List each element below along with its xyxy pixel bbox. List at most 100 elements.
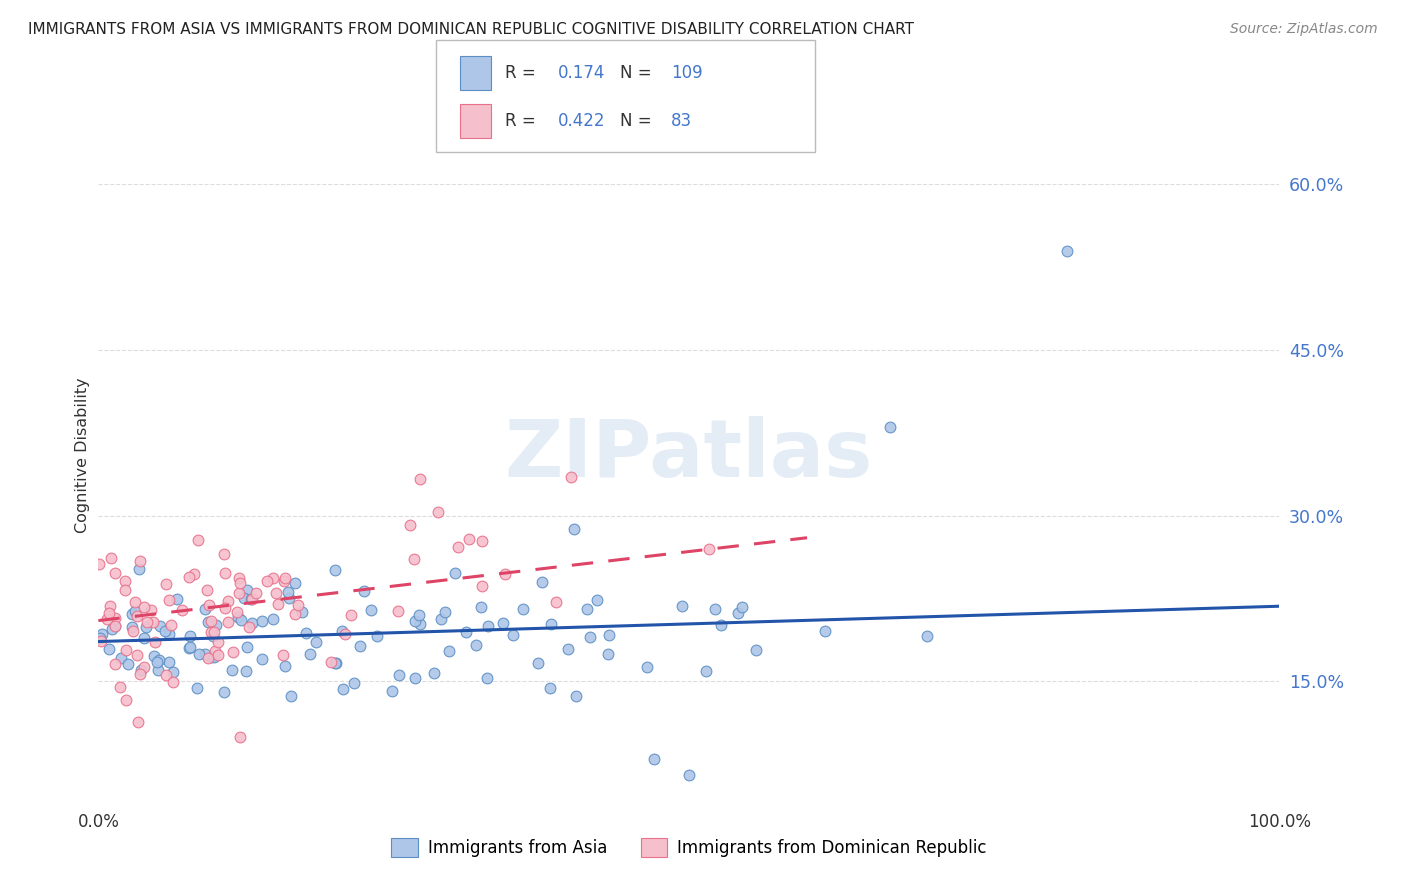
Point: [228, 571, 250, 585]
Point: [598, 628, 620, 642]
Point: [562, 522, 585, 536]
Point: [745, 643, 768, 657]
Point: [100, 622, 122, 636]
Point: [349, 639, 371, 653]
Point: [97, 641, 120, 656]
Point: [381, 683, 404, 698]
Point: [104, 619, 127, 633]
Point: [197, 582, 219, 597]
Point: [731, 599, 754, 614]
Point: [157, 655, 180, 669]
Point: [229, 730, 252, 744]
Point: [295, 625, 318, 640]
Point: [121, 607, 143, 622]
Point: [332, 681, 354, 696]
Point: [183, 566, 205, 581]
Point: [89, 631, 111, 645]
Point: [457, 532, 479, 546]
Point: [339, 607, 361, 622]
Point: [162, 675, 184, 690]
Point: [179, 640, 201, 654]
Point: [333, 627, 356, 641]
Point: [212, 548, 235, 562]
Point: [471, 579, 494, 593]
Point: [104, 657, 127, 671]
Point: [273, 648, 295, 662]
Point: [148, 652, 170, 666]
Point: [262, 571, 284, 585]
Point: [704, 602, 727, 616]
Point: [200, 650, 222, 665]
Point: [814, 624, 837, 638]
Point: [129, 554, 152, 568]
Point: [239, 592, 262, 607]
Point: [226, 610, 249, 624]
Point: [325, 656, 347, 670]
Point: [146, 663, 169, 677]
Point: [179, 629, 201, 643]
Point: [121, 620, 143, 634]
Point: [142, 615, 165, 630]
Point: [697, 541, 720, 556]
Point: [162, 665, 184, 679]
Point: [434, 605, 457, 619]
Point: [278, 591, 301, 605]
Point: [146, 655, 169, 669]
Point: [90, 633, 112, 648]
Point: [98, 599, 121, 614]
Point: [678, 768, 700, 782]
Point: [360, 603, 382, 617]
Point: [262, 612, 284, 626]
Point: [124, 595, 146, 609]
Point: [236, 583, 259, 598]
Point: [405, 672, 427, 686]
Point: [197, 615, 219, 629]
Point: [153, 624, 176, 638]
Point: [245, 586, 267, 600]
Point: [143, 635, 166, 649]
Point: [186, 681, 208, 695]
Point: [179, 641, 201, 656]
Point: [149, 619, 172, 633]
Text: N =: N =: [620, 112, 651, 130]
Point: [492, 616, 515, 631]
Point: [135, 615, 157, 629]
Point: [228, 585, 250, 599]
Point: [231, 613, 253, 627]
Point: [114, 574, 136, 588]
Point: [198, 599, 221, 613]
Point: [575, 602, 598, 616]
Point: [205, 618, 228, 632]
Point: [470, 599, 492, 614]
Point: [475, 671, 498, 685]
Text: N =: N =: [620, 64, 651, 82]
Point: [398, 518, 420, 533]
Point: [157, 592, 180, 607]
Point: [267, 597, 290, 611]
Point: [132, 660, 155, 674]
Point: [586, 593, 609, 607]
Point: [128, 667, 150, 681]
Legend: Immigrants from Asia, Immigrants from Dominican Republic: Immigrants from Asia, Immigrants from Do…: [384, 831, 994, 864]
Point: [207, 634, 229, 648]
Point: [200, 614, 222, 628]
Point: [232, 591, 254, 606]
Point: [188, 647, 211, 661]
Point: [125, 609, 148, 624]
Point: [124, 605, 146, 619]
Point: [527, 656, 550, 670]
Point: [214, 566, 236, 581]
Point: [538, 681, 561, 696]
Point: [132, 631, 155, 645]
Point: [117, 657, 139, 672]
Point: [202, 650, 225, 665]
Point: [240, 615, 263, 630]
Point: [97, 606, 120, 620]
Point: [560, 470, 582, 484]
Point: [121, 624, 143, 639]
Point: [353, 583, 375, 598]
Point: [727, 606, 749, 620]
Point: [284, 575, 307, 590]
Point: [252, 614, 274, 628]
Point: [91, 627, 114, 641]
